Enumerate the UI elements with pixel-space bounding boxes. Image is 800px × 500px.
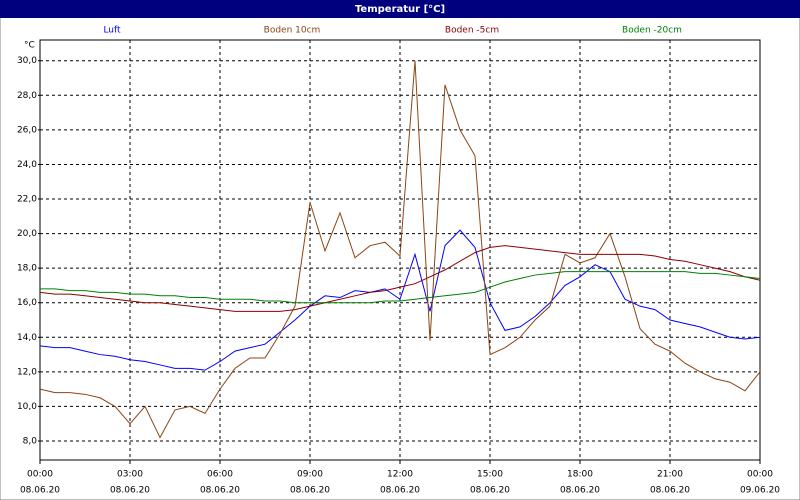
y-tick-label: 18,0 bbox=[17, 264, 37, 274]
title-bar bbox=[0, 0, 800, 18]
series-line bbox=[39, 245, 761, 312]
y-tick-label: 8,0 bbox=[23, 436, 38, 446]
x-tick-label: 09:00 bbox=[297, 470, 323, 480]
y-tick-label: 26,0 bbox=[17, 125, 37, 135]
x-tick-date: 08.06.20 bbox=[290, 486, 330, 496]
x-tick-label: 03:00 bbox=[117, 470, 143, 480]
x-tick-date: 08.06.20 bbox=[110, 486, 150, 496]
x-tick-label: 12:00 bbox=[387, 470, 413, 480]
x-tick-date: 08.06.20 bbox=[200, 486, 240, 496]
y-tick-label: 30,0 bbox=[17, 56, 37, 66]
x-tick-date: 09.06.20 bbox=[740, 486, 780, 496]
y-tick-label: 28,0 bbox=[17, 91, 37, 101]
legend-label: Boden 10cm bbox=[264, 26, 321, 36]
x-tick-label: 00:00 bbox=[27, 470, 53, 480]
series-line bbox=[40, 271, 761, 304]
x-tick-label: 18:00 bbox=[567, 470, 593, 480]
x-tick-date: 08.06.20 bbox=[650, 486, 690, 496]
x-tick-label: 21:00 bbox=[657, 470, 683, 480]
legend-label: Luft bbox=[103, 26, 121, 36]
x-tick-label: 00:00 bbox=[747, 470, 773, 480]
y-tick-label: 20,0 bbox=[17, 229, 37, 239]
legend-label: Boden -20cm bbox=[622, 26, 682, 36]
x-tick-date: 08.06.20 bbox=[20, 486, 60, 496]
y-tick-label: 22,0 bbox=[17, 195, 37, 205]
y-axis-label: °C bbox=[24, 41, 35, 51]
series-line bbox=[39, 229, 761, 371]
x-tick-label: 06:00 bbox=[207, 470, 233, 480]
legend-label: Boden -5cm bbox=[445, 26, 499, 36]
x-tick-label: 15:00 bbox=[477, 470, 503, 480]
y-tick-label: 14,0 bbox=[17, 333, 37, 343]
x-tick-date: 08.06.20 bbox=[470, 486, 510, 496]
y-tick-label: 24,0 bbox=[17, 160, 37, 170]
x-tick-date: 08.06.20 bbox=[560, 486, 600, 496]
series-line bbox=[39, 60, 761, 439]
chart-title: Temperatur [°C] bbox=[355, 4, 445, 15]
y-tick-label: 12,0 bbox=[17, 367, 37, 377]
y-tick-label: 16,0 bbox=[17, 298, 37, 308]
y-tick-label: 10,0 bbox=[17, 402, 37, 412]
x-tick-date: 08.06.20 bbox=[380, 486, 420, 496]
